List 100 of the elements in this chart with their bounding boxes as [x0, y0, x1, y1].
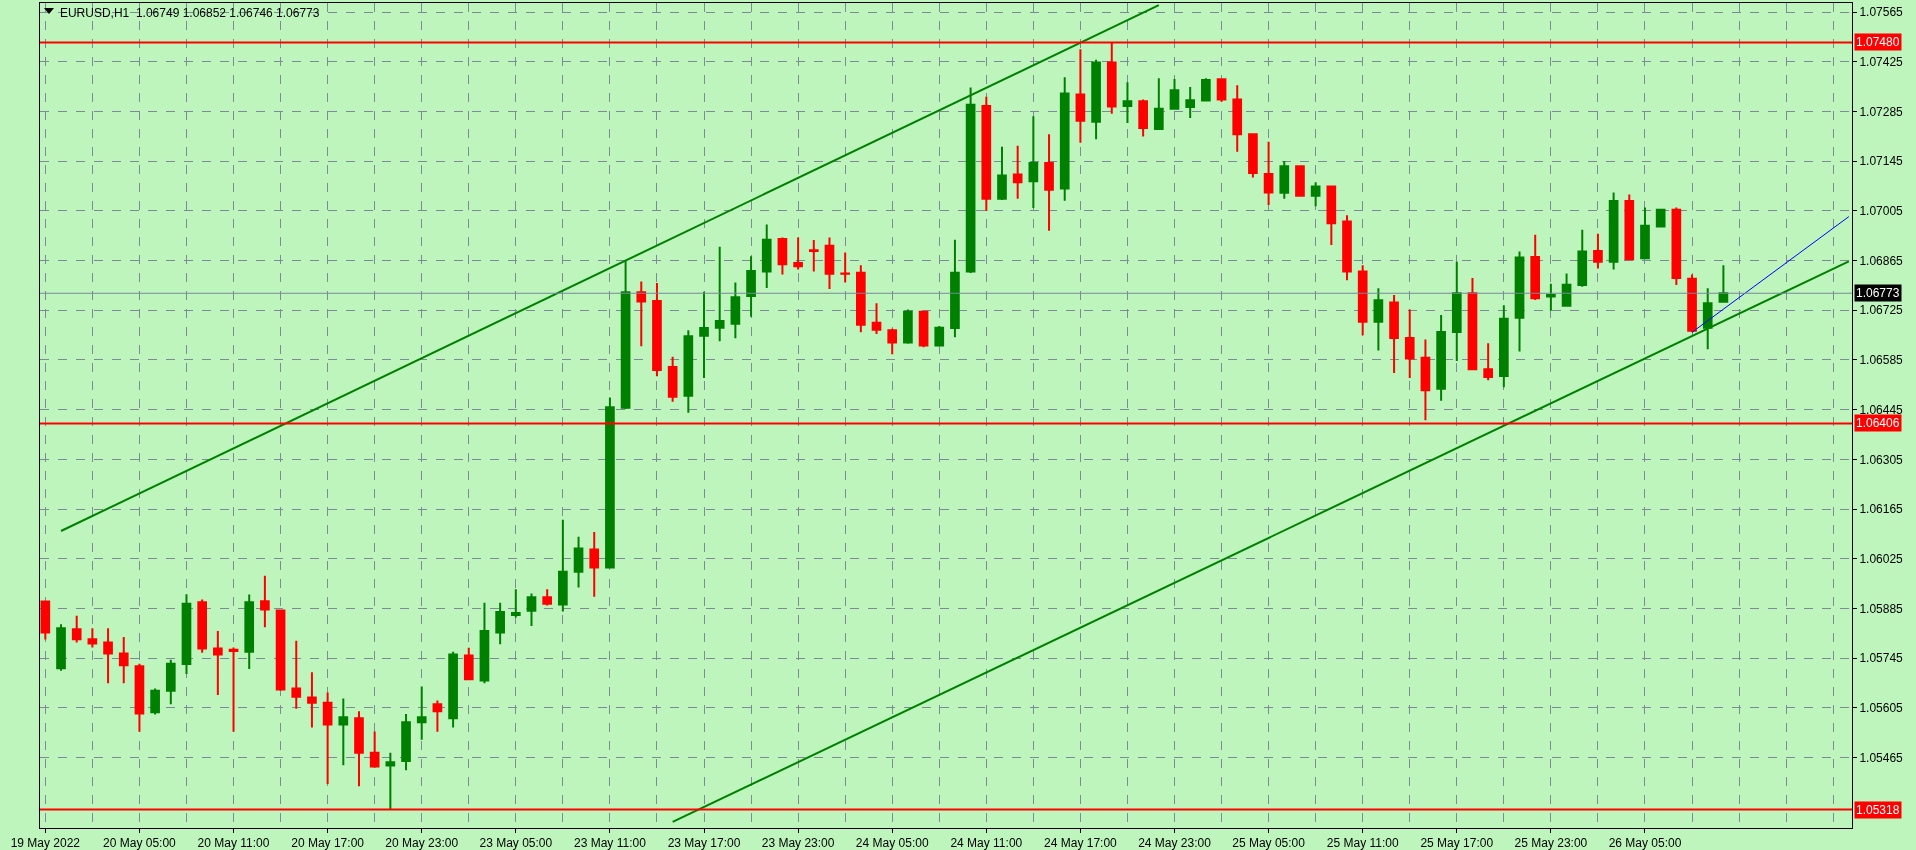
y-tick-label: 1.05465 — [1859, 750, 1904, 765]
y-tick-label: 1.06445 — [1859, 402, 1904, 417]
candlestick — [1357, 264, 1368, 337]
candlestick — [1451, 260, 1462, 363]
candlestick — [56, 623, 66, 672]
candlestick — [1593, 232, 1603, 270]
candlestick — [1326, 184, 1337, 246]
y-tick-label: 1.06025 — [1859, 551, 1904, 566]
y-tick-label: 1.07145 — [1859, 154, 1904, 169]
candlestick — [605, 396, 615, 569]
candlestick — [620, 260, 631, 410]
x-tick-label: 20 May 17:00 — [291, 836, 365, 850]
candlestick — [1059, 76, 1070, 202]
candlestick — [840, 251, 850, 284]
x-tick-label: 25 May 23:00 — [1514, 836, 1588, 850]
candlestick — [118, 636, 129, 685]
candlestick — [1373, 287, 1384, 352]
candlestick — [1185, 86, 1196, 119]
candlestick — [1028, 115, 1039, 210]
ref-line-label: 1.07480 — [1856, 35, 1900, 49]
candlestick — [150, 687, 160, 716]
x-tick-label: 24 May 17:00 — [1044, 836, 1118, 850]
candlestick — [1561, 272, 1572, 308]
chart-title: EURUSD,H1 1.06749 1.06852 1.06746 1.06773 — [59, 6, 320, 21]
x-tick-label: 23 May 23:00 — [761, 836, 835, 850]
candlestick — [1389, 294, 1399, 375]
candlestick — [260, 574, 270, 629]
candlestick — [573, 535, 584, 589]
x-tick-label: 24 May 05:00 — [855, 836, 929, 850]
candlestick — [354, 710, 364, 788]
candlestick — [71, 614, 82, 644]
candlestick — [918, 309, 929, 349]
candlestick — [1687, 273, 1697, 334]
candlestick — [526, 592, 537, 628]
candlestick — [683, 329, 694, 414]
candlestick — [1122, 81, 1133, 124]
candlestick — [1718, 264, 1729, 304]
x-tick-label: 23 May 11:00 — [574, 836, 647, 850]
candlestick — [103, 627, 113, 685]
candlestick — [165, 658, 176, 706]
y-tick-label: 1.05605 — [1859, 700, 1904, 715]
candlestick — [761, 223, 772, 289]
ref-line-label: 1.05318 — [1856, 803, 1900, 817]
candlestick — [228, 646, 239, 733]
ref-line-label: 1.06406 — [1856, 416, 1900, 430]
candlestick — [307, 671, 317, 729]
candlestick — [1546, 282, 1556, 312]
candlestick — [667, 355, 678, 403]
candlestick — [1138, 98, 1148, 138]
y-tick-label: 1.07285 — [1859, 104, 1904, 119]
candlestick — [1153, 77, 1164, 131]
candlestick — [714, 245, 725, 343]
candlestick — [887, 327, 898, 356]
candlestick — [510, 588, 521, 619]
candlestick — [1608, 191, 1619, 271]
candlestick — [463, 646, 474, 682]
candlestick — [87, 627, 98, 649]
candlestick — [275, 608, 286, 692]
candlestick — [322, 691, 333, 785]
candlestick — [401, 713, 411, 772]
candlestick — [558, 518, 568, 613]
candlestick — [1404, 308, 1415, 380]
candlestick — [134, 662, 145, 733]
x-tick-label: 20 May 11:00 — [197, 836, 270, 850]
candlestick — [950, 238, 960, 339]
candlestick — [448, 650, 458, 729]
candlestick — [699, 290, 709, 380]
candlestick — [1483, 342, 1493, 382]
y-tick-label: 1.07005 — [1859, 204, 1904, 219]
candlestick — [589, 531, 600, 598]
candlestick — [479, 601, 490, 685]
candlestick — [730, 281, 741, 340]
candlestick — [181, 593, 192, 675]
candlestick — [981, 95, 992, 212]
y-tick-label: 1.06305 — [1859, 452, 1904, 467]
candlestick — [746, 255, 756, 318]
candlestick — [997, 145, 1007, 201]
candlestick — [1577, 228, 1588, 288]
y-tick-label: 1.05745 — [1859, 651, 1904, 666]
candlestick — [1655, 207, 1666, 229]
x-tick-label: 24 May 23:00 — [1138, 836, 1212, 850]
y-tick-label: 1.07565 — [1859, 5, 1904, 20]
candlestick — [1310, 181, 1321, 208]
candlestick — [1436, 313, 1446, 402]
candlestick — [1624, 193, 1635, 262]
candlestick — [213, 630, 223, 696]
candlestick — [1012, 144, 1023, 200]
candlestick — [1279, 159, 1290, 200]
ref-line-label: 1.06773 — [1856, 286, 1900, 300]
candlestick — [1169, 77, 1180, 111]
y-tick-label: 1.06165 — [1859, 502, 1904, 517]
candlestick — [1514, 250, 1525, 353]
candlestick — [824, 236, 835, 290]
candlestick — [808, 239, 819, 273]
x-tick-label: 19 May 2022 — [10, 836, 81, 850]
candlestick — [1702, 287, 1713, 351]
x-tick-label: 24 May 11:00 — [950, 836, 1023, 850]
candlestick — [636, 280, 647, 348]
x-tick-label: 26 May 05:00 — [1608, 836, 1682, 850]
candlestick — [416, 685, 427, 741]
